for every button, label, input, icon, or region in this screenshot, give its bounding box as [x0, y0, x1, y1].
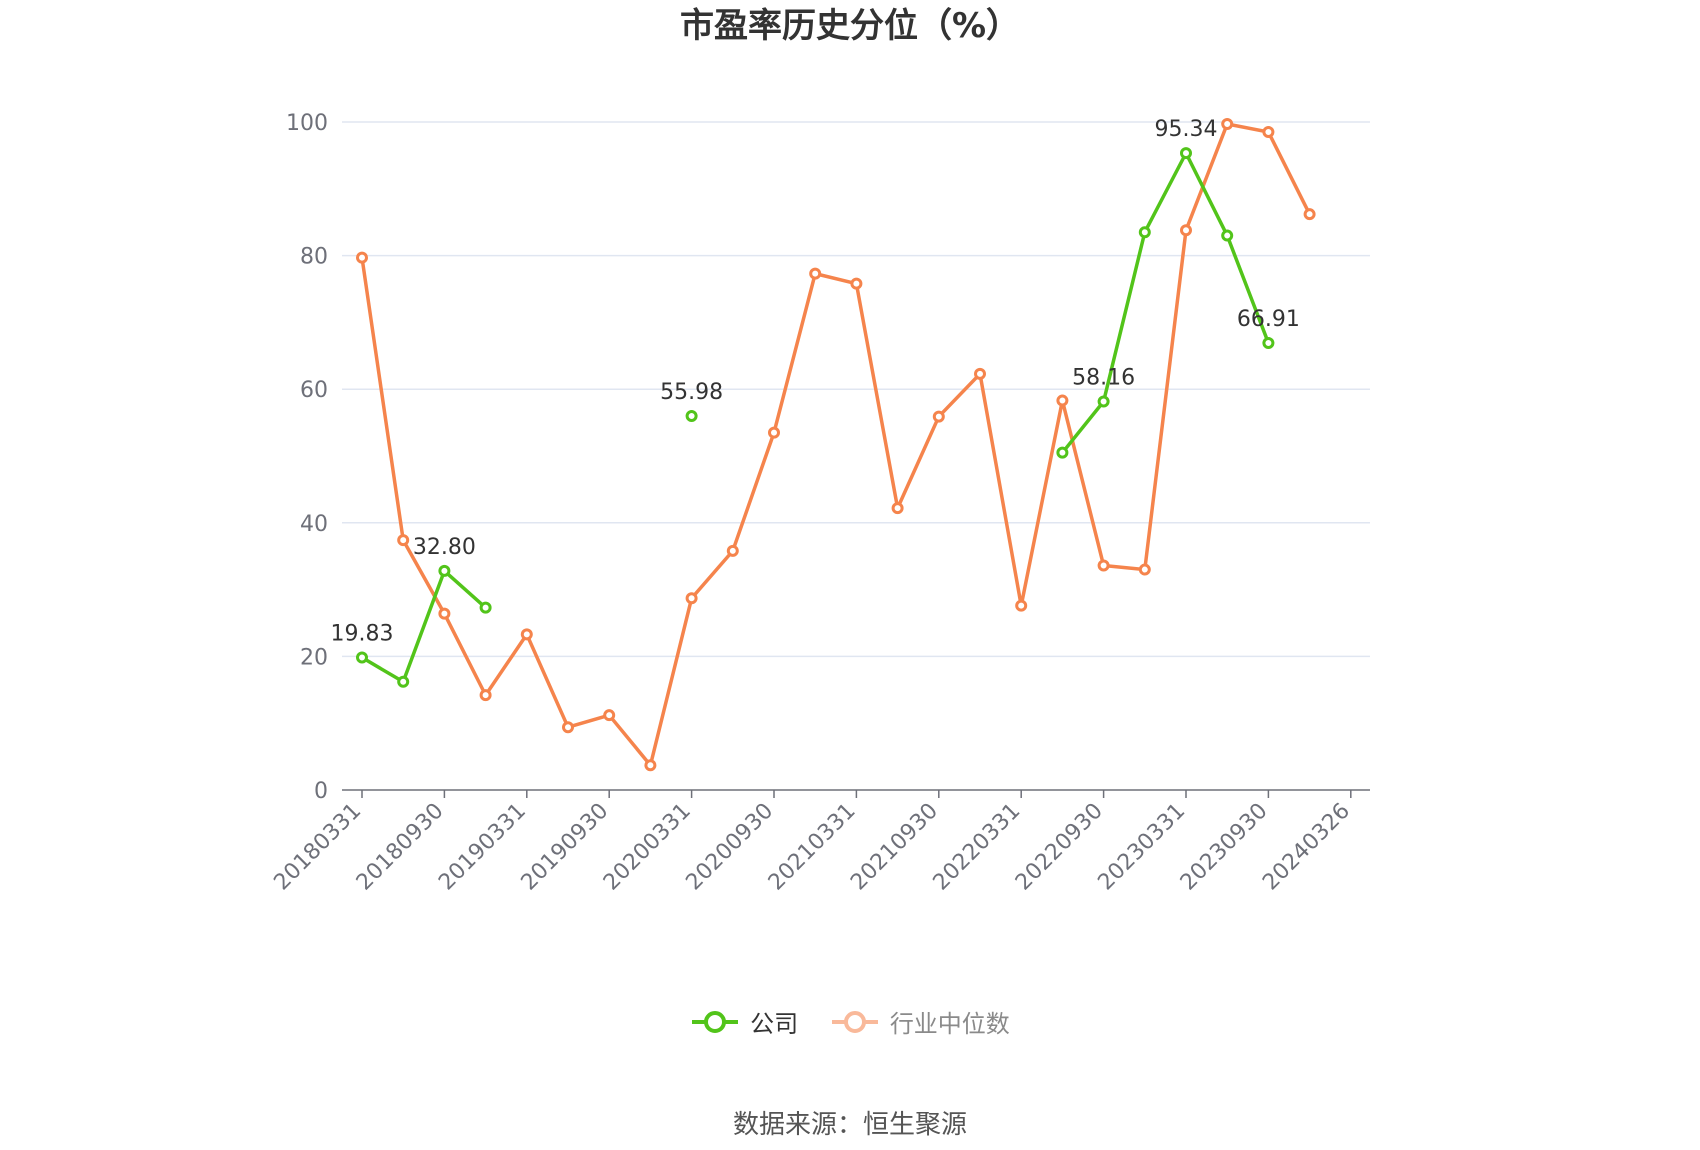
series-line-industry	[360, 122, 1312, 768]
data-label-company: 32.80	[413, 535, 476, 560]
data-point-industry[interactable]	[1221, 118, 1234, 131]
data-point-industry[interactable]	[438, 607, 451, 620]
data-point-industry[interactable]	[562, 721, 574, 734]
data-label-company: 95.34	[1155, 117, 1218, 142]
x-tick-label: 20200331	[599, 799, 696, 896]
data-point-company[interactable]	[1138, 226, 1151, 239]
data-point-industry[interactable]	[1180, 224, 1192, 237]
data-point-industry[interactable]	[397, 534, 410, 547]
series-line-company	[1061, 151, 1271, 454]
x-tick-label: 20190930	[517, 799, 614, 896]
data-point-industry[interactable]	[1262, 126, 1275, 139]
y-tick-label: 0	[314, 779, 328, 804]
y-tick-label: 40	[300, 512, 328, 537]
y-tick-label: 80	[300, 245, 328, 270]
x-tick-label: 20210331	[764, 799, 861, 896]
data-point-industry[interactable]	[1303, 208, 1316, 221]
legend-item-company[interactable]: 公司	[690, 1004, 798, 1039]
legend-industry-line-icon	[831, 1010, 878, 1033]
data-point-company[interactable]	[438, 564, 451, 577]
data-point-company[interactable]	[1056, 446, 1069, 459]
data-point-industry[interactable]	[520, 628, 533, 641]
data-point-industry[interactable]	[1097, 559, 1110, 572]
data-point-company[interactable]	[356, 651, 368, 664]
chart-legend: 公司 行业中位数	[0, 1004, 1700, 1039]
data-point-industry[interactable]	[850, 277, 863, 290]
x-tick-label: 20240326	[1258, 799, 1355, 896]
data-point-company[interactable]	[685, 410, 698, 423]
y-tick-label: 100	[286, 111, 328, 136]
data-point-company[interactable]	[1097, 395, 1110, 408]
data-point-industry[interactable]	[1056, 394, 1069, 407]
x-tick-label: 20210930	[846, 799, 943, 896]
data-point-company[interactable]	[479, 601, 492, 614]
data-label-company: 55.98	[660, 380, 723, 405]
data-point-industry[interactable]	[644, 759, 657, 772]
legend-company-line-icon	[692, 1010, 739, 1033]
data-point-industry[interactable]	[809, 267, 822, 280]
source-note: 数据来源：恒生聚源	[732, 1110, 967, 1140]
data-label-company: 19.83	[331, 622, 394, 647]
x-tick-label: 20230930	[1176, 799, 1273, 896]
legend-label-company: 公司	[750, 1010, 799, 1038]
y-tick-label: 20	[300, 645, 328, 670]
data-point-company[interactable]	[1180, 147, 1192, 160]
x-tick-label: 20200930	[681, 799, 778, 896]
data-point-industry[interactable]	[932, 410, 945, 423]
data-point-industry[interactable]	[891, 502, 904, 515]
data-point-industry[interactable]	[603, 709, 616, 722]
data-point-industry[interactable]	[1015, 599, 1028, 612]
data-point-industry[interactable]	[726, 544, 739, 557]
x-tick-label: 20220930	[1011, 799, 1108, 896]
y-tick-label: 60	[300, 378, 328, 403]
data-point-company[interactable]	[1221, 229, 1234, 242]
series-line-company	[361, 569, 487, 684]
data-point-industry[interactable]	[479, 689, 492, 702]
data-point-industry[interactable]	[768, 426, 780, 439]
data-point-company[interactable]	[397, 675, 410, 688]
x-tick-label: 20220331	[929, 799, 1026, 896]
x-tick-label: 20190331	[434, 799, 531, 896]
legend-item-industry[interactable]: 行业中位数	[830, 1004, 1010, 1039]
x-tick-label: 20230331	[1093, 799, 1190, 896]
chart-title: 市盈率历史分位（%）	[679, 6, 1021, 46]
data-point-industry[interactable]	[974, 367, 986, 380]
data-point-industry[interactable]	[685, 592, 698, 605]
legend-label-industry: 行业中位数	[889, 1010, 1010, 1038]
data-point-company[interactable]	[1262, 337, 1275, 350]
x-tick-label: 20180930	[352, 799, 449, 896]
data-point-industry[interactable]	[1138, 563, 1151, 576]
data-point-industry[interactable]	[356, 251, 368, 264]
data-label-company: 58.16	[1072, 365, 1135, 390]
x-tick-label: 20180331	[269, 799, 366, 896]
data-label-company: 66.91	[1237, 307, 1300, 332]
